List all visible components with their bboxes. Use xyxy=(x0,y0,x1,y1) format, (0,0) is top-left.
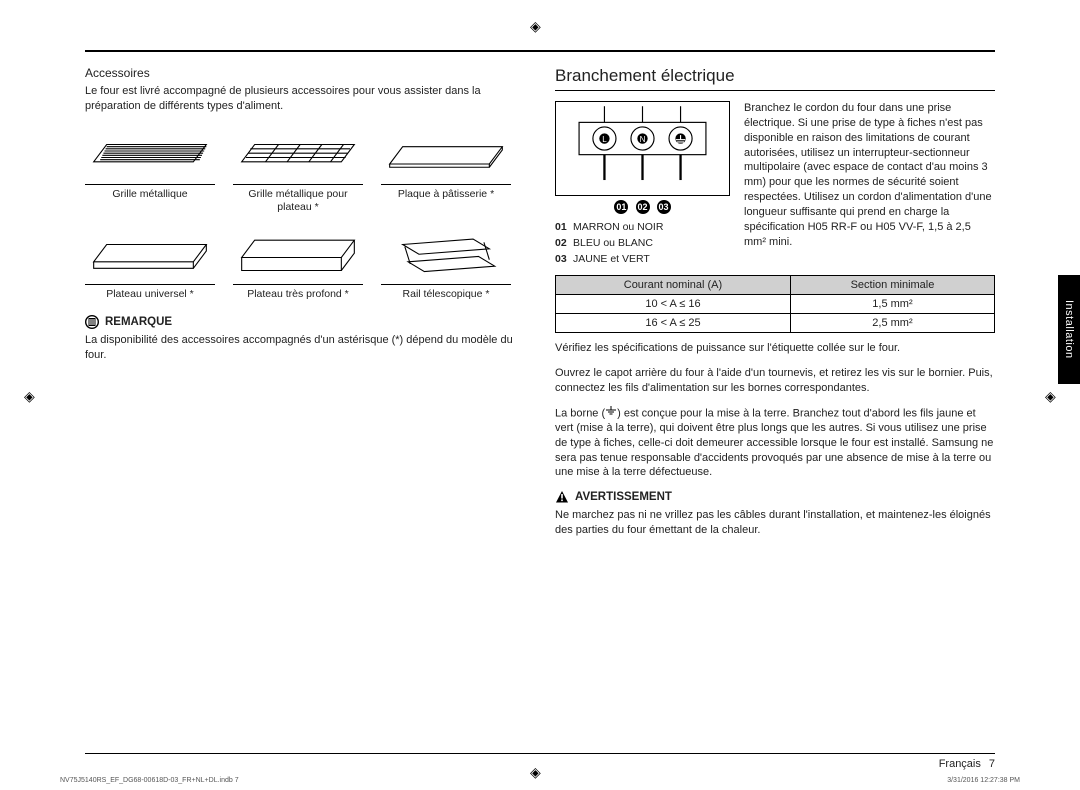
warning-block: AVERTISSEMENT Ne marchez pas ni ne vrill… xyxy=(555,490,995,538)
table-header: Courant nominal (A) xyxy=(556,276,791,295)
callout-02: 02 xyxy=(636,200,650,214)
crop-mark-left-icon: ◈ xyxy=(24,388,35,405)
callout-03: 03 xyxy=(657,200,671,214)
left-column: Accessoires Le four est livré accompagné… xyxy=(85,66,525,548)
accessories-heading: Accessoires xyxy=(85,66,525,80)
spec-table: Courant nominal (A) Section minimale 10 … xyxy=(555,275,995,333)
section-rule xyxy=(555,90,995,91)
wire-rack-icon xyxy=(85,124,215,180)
print-meta-timestamp: 3/31/2016 12:27:38 PM xyxy=(947,777,1020,784)
crop-mark-right-icon: ◈ xyxy=(1045,388,1056,405)
accessory-item: Plateau universel * xyxy=(85,224,215,301)
accessory-label: Plateau très profond * xyxy=(233,288,363,301)
ground-icon xyxy=(605,406,617,421)
terminal-block-icon: L N xyxy=(556,97,729,201)
deep-tray-icon xyxy=(233,224,363,280)
post-table-text-3: La borne () est conçue pour la mise à la… xyxy=(555,406,995,481)
accessory-label: Grille métallique pour plateau * xyxy=(233,188,363,214)
warning-text: Ne marchez pas ni ne vrillez pas les câb… xyxy=(555,508,995,538)
footer-language: Français xyxy=(939,758,981,770)
top-rule xyxy=(85,50,995,52)
print-meta-file: NV75J5140RS_EF_DG68-00618D-03_FR+NL+DL.i… xyxy=(60,777,239,784)
baking-tray-icon xyxy=(381,124,511,180)
page-footer: Français 7 xyxy=(85,753,995,770)
accessories-grid: Grille métallique Grille méta xyxy=(85,124,525,301)
crop-mark-top-icon: ◈ xyxy=(530,18,541,35)
note-icon xyxy=(85,315,99,329)
note-label: REMARQUE xyxy=(105,316,172,328)
callout-01: 01 xyxy=(614,200,628,214)
wiring-figure: L N 01 02 03 01MARRON ou NOIR 02BLEU ou … xyxy=(555,101,730,267)
warning-icon xyxy=(555,490,569,504)
table-row: 10 < A ≤ 161,5 mm² xyxy=(556,295,995,314)
right-column: Branchement électrique xyxy=(555,66,995,548)
page-body: Accessoires Le four est livré accompagné… xyxy=(85,50,995,750)
accessory-item: Plaque à pâtisserie * xyxy=(381,124,511,214)
accessory-item: Plateau très profond * xyxy=(233,224,363,301)
accessory-label: Plateau universel * xyxy=(85,288,215,301)
section-title: Branchement électrique xyxy=(555,66,995,86)
accessory-label: Grille métallique xyxy=(85,188,215,201)
accessory-item: Grille métallique pour plateau * xyxy=(233,124,363,214)
post-table-text-1: Vérifiez les spécifications de puissance… xyxy=(555,341,995,356)
wiring-legend: 01MARRON ou NOIR 02BLEU ou BLANC 03JAUNE… xyxy=(555,220,730,267)
accessories-intro: Le four est livré accompagné de plusieur… xyxy=(85,84,525,114)
warning-label: AVERTISSEMENT xyxy=(575,491,672,503)
svg-text:L: L xyxy=(602,135,607,144)
accessory-label: Rail télescopique * xyxy=(381,288,511,301)
post-table-text-2: Ouvrez le capot arrière du four à l'aide… xyxy=(555,366,995,396)
universal-tray-icon xyxy=(85,224,215,280)
note-text: La disponibilité des accessoires accompa… xyxy=(85,333,525,363)
wire-rack-insert-icon xyxy=(233,124,363,180)
telescopic-rail-icon xyxy=(381,224,511,280)
accessory-item: Grille métallique xyxy=(85,124,215,214)
footer-page-number: 7 xyxy=(989,758,995,770)
table-header: Section minimale xyxy=(790,276,994,295)
section-tab: Installation xyxy=(1058,275,1080,384)
wiring-paragraph: Branchez le cordon du four dans une pris… xyxy=(744,101,995,267)
accessory-label: Plaque à pâtisserie * xyxy=(381,188,511,201)
svg-text:N: N xyxy=(640,135,646,144)
accessory-item: Rail télescopique * xyxy=(381,224,511,301)
table-row: 16 < A ≤ 252,5 mm² xyxy=(556,314,995,333)
note-block: REMARQUE La disponibilité des accessoire… xyxy=(85,315,525,363)
